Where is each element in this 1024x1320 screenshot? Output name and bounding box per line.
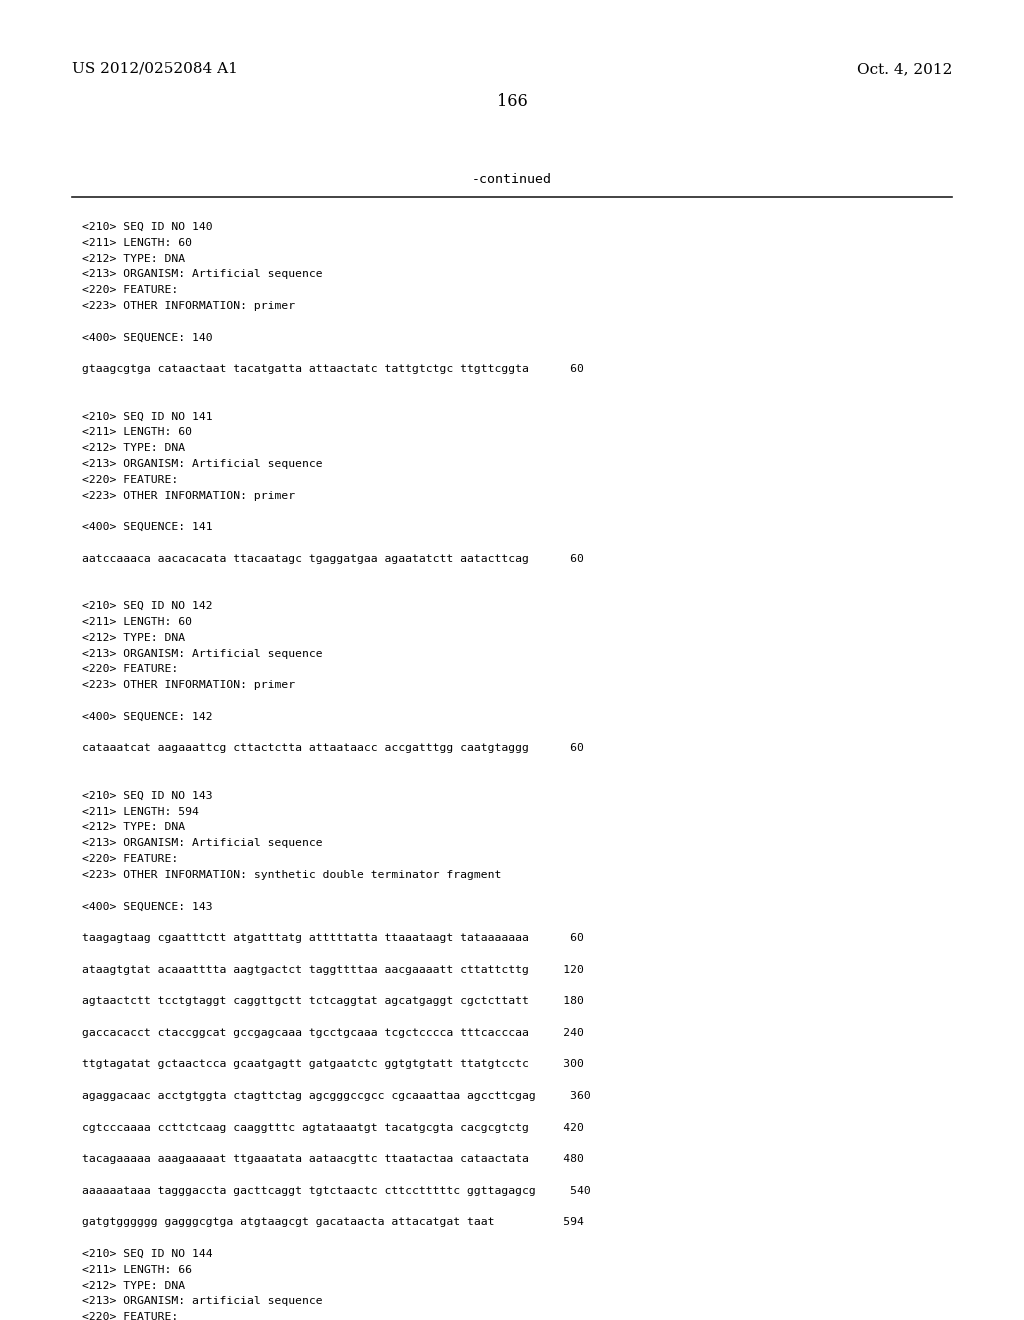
Text: <223> OTHER INFORMATION: primer: <223> OTHER INFORMATION: primer xyxy=(82,491,295,500)
Text: <213> ORGANISM: artificial sequence: <213> ORGANISM: artificial sequence xyxy=(82,1296,323,1307)
Text: <220> FEATURE:: <220> FEATURE: xyxy=(82,664,178,675)
Text: <210> SEQ ID NO 143: <210> SEQ ID NO 143 xyxy=(82,791,213,801)
Text: 166: 166 xyxy=(497,92,527,110)
Text: <400> SEQUENCE: 142: <400> SEQUENCE: 142 xyxy=(82,711,213,722)
Text: <223> OTHER INFORMATION: synthetic double terminator fragment: <223> OTHER INFORMATION: synthetic doubl… xyxy=(82,870,502,880)
Text: <210> SEQ ID NO 142: <210> SEQ ID NO 142 xyxy=(82,601,213,611)
Text: <400> SEQUENCE: 143: <400> SEQUENCE: 143 xyxy=(82,902,213,911)
Text: gatgtgggggg gagggcgtga atgtaagcgt gacataacta attacatgat taat          594: gatgtgggggg gagggcgtga atgtaagcgt gacata… xyxy=(82,1217,584,1228)
Text: <213> ORGANISM: Artificial sequence: <213> ORGANISM: Artificial sequence xyxy=(82,269,323,280)
Text: <210> SEQ ID NO 140: <210> SEQ ID NO 140 xyxy=(82,222,213,232)
Text: <400> SEQUENCE: 140: <400> SEQUENCE: 140 xyxy=(82,333,213,343)
Text: <210> SEQ ID NO 141: <210> SEQ ID NO 141 xyxy=(82,412,213,421)
Text: <211> LENGTH: 66: <211> LENGTH: 66 xyxy=(82,1265,193,1275)
Text: cataaatcat aagaaattcg cttactctta attaataacc accgatttgg caatgtaggg      60: cataaatcat aagaaattcg cttactctta attaata… xyxy=(82,743,584,754)
Text: <213> ORGANISM: Artificial sequence: <213> ORGANISM: Artificial sequence xyxy=(82,459,323,469)
Text: <212> TYPE: DNA: <212> TYPE: DNA xyxy=(82,1280,185,1291)
Text: gtaagcgtga cataactaat tacatgatta attaactatc tattgtctgc ttgttcggta      60: gtaagcgtga cataactaat tacatgatta attaact… xyxy=(82,364,584,374)
Text: -continued: -continued xyxy=(472,173,552,186)
Text: tacagaaaaa aaagaaaaat ttgaaatata aataacgttc ttaatactaa cataactata     480: tacagaaaaa aaagaaaaat ttgaaatata aataacg… xyxy=(82,1154,584,1164)
Text: aaaaaataaa tagggaccta gacttcaggt tgtctaactc cttcctttttc ggttagagcg     540: aaaaaataaa tagggaccta gacttcaggt tgtctaa… xyxy=(82,1185,591,1196)
Text: <210> SEQ ID NO 144: <210> SEQ ID NO 144 xyxy=(82,1249,213,1259)
Text: <211> LENGTH: 60: <211> LENGTH: 60 xyxy=(82,428,193,437)
Text: aatccaaaca aacacacata ttacaatagc tgaggatgaa agaatatctt aatacttcag      60: aatccaaaca aacacacata ttacaatagc tgaggat… xyxy=(82,554,584,564)
Text: taagagtaag cgaatttctt atgatttatg atttttatta ttaaataagt tataaaaaaa      60: taagagtaag cgaatttctt atgatttatg attttta… xyxy=(82,933,584,942)
Text: cgtcccaaaa ccttctcaag caaggtttc agtataaatgt tacatgcgta cacgcgtctg     420: cgtcccaaaa ccttctcaag caaggtttc agtataaa… xyxy=(82,1122,584,1133)
Text: <211> LENGTH: 60: <211> LENGTH: 60 xyxy=(82,616,193,627)
Text: gaccacacct ctaccggcat gccgagcaaa tgcctgcaaa tcgctcccca tttcacccaa     240: gaccacacct ctaccggcat gccgagcaaa tgcctgc… xyxy=(82,1028,584,1038)
Text: <220> FEATURE:: <220> FEATURE: xyxy=(82,285,178,296)
Text: <212> TYPE: DNA: <212> TYPE: DNA xyxy=(82,632,185,643)
Text: <212> TYPE: DNA: <212> TYPE: DNA xyxy=(82,444,185,453)
Text: US 2012/0252084 A1: US 2012/0252084 A1 xyxy=(72,62,238,77)
Text: <211> LENGTH: 60: <211> LENGTH: 60 xyxy=(82,238,193,248)
Text: <220> FEATURE:: <220> FEATURE: xyxy=(82,475,178,484)
Text: <213> ORGANISM: Artificial sequence: <213> ORGANISM: Artificial sequence xyxy=(82,838,323,849)
Text: <220> FEATURE:: <220> FEATURE: xyxy=(82,854,178,865)
Text: <212> TYPE: DNA: <212> TYPE: DNA xyxy=(82,253,185,264)
Text: ttgtagatat gctaactcca gcaatgagtt gatgaatctc ggtgtgtatt ttatgtcctc     300: ttgtagatat gctaactcca gcaatgagtt gatgaat… xyxy=(82,1060,584,1069)
Text: <220> FEATURE:: <220> FEATURE: xyxy=(82,1312,178,1320)
Text: ataagtgtat acaaatttta aagtgactct taggttttaa aacgaaaatt cttattcttg     120: ataagtgtat acaaatttta aagtgactct taggttt… xyxy=(82,965,584,974)
Text: <223> OTHER INFORMATION: primer: <223> OTHER INFORMATION: primer xyxy=(82,301,295,312)
Text: agaggacaac acctgtggta ctagttctag agcgggccgcc cgcaaattaa agccttcgag     360: agaggacaac acctgtggta ctagttctag agcgggc… xyxy=(82,1092,591,1101)
Text: agtaactctt tcctgtaggt caggttgctt tctcaggtat agcatgaggt cgctcttatt     180: agtaactctt tcctgtaggt caggttgctt tctcagg… xyxy=(82,997,584,1006)
Text: <213> ORGANISM: Artificial sequence: <213> ORGANISM: Artificial sequence xyxy=(82,648,323,659)
Text: <212> TYPE: DNA: <212> TYPE: DNA xyxy=(82,822,185,833)
Text: <211> LENGTH: 594: <211> LENGTH: 594 xyxy=(82,807,199,817)
Text: <400> SEQUENCE: 141: <400> SEQUENCE: 141 xyxy=(82,523,213,532)
Text: <223> OTHER INFORMATION: primer: <223> OTHER INFORMATION: primer xyxy=(82,680,295,690)
Text: Oct. 4, 2012: Oct. 4, 2012 xyxy=(857,62,952,77)
